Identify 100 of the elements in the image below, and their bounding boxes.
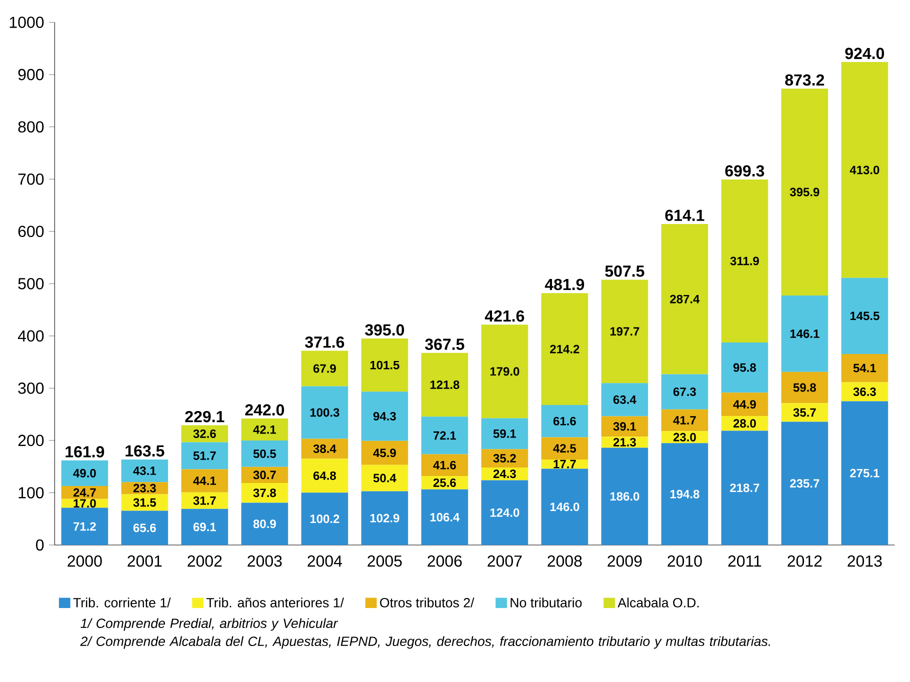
- x-tick-label: 2001: [128, 555, 162, 567]
- bar: [181, 492, 228, 509]
- legend-label: Trib. años anteriores 1/: [206, 598, 344, 608]
- data-label: 24.7: [73, 488, 96, 497]
- data-label: 413.0: [850, 166, 880, 174]
- data-label: 179.0: [490, 367, 520, 376]
- bar: [241, 418, 288, 441]
- total-label: 614.1: [665, 210, 704, 222]
- y-tick-label: 100: [18, 487, 44, 498]
- bar: [481, 324, 528, 418]
- bar: [421, 454, 468, 476]
- data-label: 94.3: [373, 412, 396, 420]
- data-label: 61.6: [553, 416, 576, 426]
- y-tick-label: 400: [18, 330, 44, 342]
- total-label: 699.3: [725, 165, 764, 177]
- x-tick-label: 2012: [788, 555, 822, 567]
- data-label: 106.4: [430, 512, 460, 522]
- bar: [721, 392, 768, 416]
- bar: [181, 442, 228, 470]
- data-label: 50.4: [373, 474, 396, 482]
- legend-label: Otros tributos 2/: [380, 598, 474, 608]
- data-label: 43.1: [133, 466, 156, 476]
- data-label: 51.7: [193, 452, 216, 460]
- bar: [241, 502, 288, 545]
- total-label: 421.6: [484, 310, 524, 322]
- data-label: 21.3: [613, 438, 636, 446]
- data-label: 146.0: [550, 502, 580, 512]
- x-tick-label: 2000: [68, 555, 102, 567]
- bar: [421, 489, 468, 545]
- total-label: 163.5: [126, 445, 164, 457]
- legend-label: No tributario: [510, 598, 582, 608]
- data-label: 45.9: [373, 448, 396, 458]
- bar: [121, 460, 168, 482]
- bar: [481, 449, 528, 468]
- x-tick-label: 2004: [308, 555, 342, 567]
- text: 1/ Comprende Predial, arbitrios y Vehicular: [80, 618, 338, 631]
- y-tick-label: 900: [18, 68, 44, 80]
- bar: [61, 508, 108, 545]
- data-label: 59.1: [493, 429, 516, 438]
- bar: [541, 468, 588, 545]
- data-label: 32.6: [193, 429, 216, 438]
- bar: [121, 510, 168, 545]
- data-label: 95.8: [733, 363, 756, 372]
- bar: [781, 403, 828, 422]
- bar: [181, 469, 228, 492]
- x-tick-label: 2005: [368, 555, 402, 567]
- data-label: 124.0: [490, 508, 520, 517]
- bar: [601, 383, 648, 416]
- total-label: 161.9: [66, 446, 104, 458]
- data-label: 64.8: [313, 471, 336, 480]
- data-label: 49.0: [73, 468, 96, 478]
- data-label: 25.6: [433, 478, 456, 487]
- text: 2/ Comprende Alcabala del CL, Apuestas, IEPND, Juegos, derechos, fraccionamiento tributario y multas tributarias.: [80, 636, 770, 649]
- bar: [601, 448, 648, 545]
- data-label: 71.2: [74, 522, 96, 531]
- total-label: 873.2: [785, 74, 824, 86]
- y-tick-label: 800: [18, 121, 44, 133]
- bar: [841, 278, 888, 354]
- total-label: 507.5: [605, 265, 644, 277]
- data-label: 44.9: [733, 400, 756, 409]
- data-label: 197.7: [610, 327, 640, 336]
- bar: [421, 416, 468, 454]
- bar: [841, 354, 888, 382]
- data-label: 63.4: [613, 395, 636, 404]
- y-tick-label: 200: [18, 434, 44, 446]
- x-tick-label: 2008: [548, 555, 582, 567]
- data-label: 36.3: [853, 387, 876, 396]
- total-label: 395.0: [365, 324, 404, 336]
- data-label: 59.8: [793, 383, 816, 392]
- data-label: 214.2: [550, 344, 580, 354]
- bar: [721, 430, 768, 545]
- y-tick-label: 600: [18, 226, 44, 238]
- data-label: 65.6: [133, 524, 156, 532]
- bar: [781, 296, 828, 372]
- data-label: 395.9: [790, 188, 820, 196]
- bar: [361, 440, 408, 465]
- x-tick-label: 2013: [848, 555, 882, 567]
- data-label: 37.8: [253, 488, 276, 498]
- data-label: 30.7: [253, 470, 276, 480]
- bar: [841, 62, 888, 278]
- bar: [61, 460, 108, 486]
- data-label: 121.8: [430, 380, 460, 390]
- bar: [601, 416, 648, 437]
- bar: [301, 492, 348, 545]
- data-label: 275.1: [850, 468, 880, 478]
- total-label: 371.6: [305, 336, 344, 348]
- x-tick-label: 2009: [608, 555, 642, 567]
- total-label: 367.5: [425, 338, 464, 350]
- data-label: 41.7: [673, 416, 696, 424]
- data-label: 35.7: [793, 408, 816, 417]
- data-label: 35.2: [493, 454, 516, 463]
- data-label: 42.5: [553, 444, 576, 453]
- data-label: 194.8: [670, 490, 700, 498]
- x-tick-label: 2007: [488, 555, 522, 567]
- bar: [181, 508, 228, 545]
- data-label: 100.2: [310, 514, 340, 524]
- data-label: 24.3: [493, 470, 516, 478]
- bar: [121, 494, 168, 511]
- bar: [661, 374, 708, 410]
- data-label: 69.1: [193, 522, 216, 532]
